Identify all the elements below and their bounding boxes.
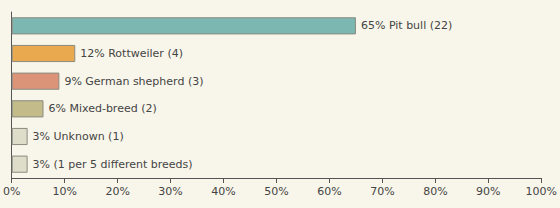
svg-text:60%: 60% (317, 185, 341, 198)
svg-text:90%: 90% (476, 185, 500, 198)
svg-text:30%: 30% (158, 185, 182, 198)
svg-text:10%: 10% (52, 185, 76, 198)
svg-text:50%: 50% (264, 185, 288, 198)
svg-text:80%: 80% (423, 185, 447, 198)
svg-text:12% Rottweiler (4): 12% Rottweiler (4) (80, 47, 183, 60)
svg-text:65% Pit bull (22): 65% Pit bull (22) (361, 19, 452, 32)
svg-text:3% Unknown (1): 3% Unknown (1) (33, 130, 124, 143)
svg-text:9% German shepherd (3): 9% German shepherd (3) (64, 75, 203, 88)
svg-text:6% Mixed-breed (2): 6% Mixed-breed (2) (48, 102, 156, 115)
svg-text:0%: 0% (3, 185, 20, 198)
svg-text:20%: 20% (105, 185, 129, 198)
svg-text:100%: 100% (526, 185, 557, 198)
svg-text:40%: 40% (211, 185, 235, 198)
svg-text:3% (1 per 5 different breeds): 3% (1 per 5 different breeds) (33, 158, 193, 171)
svg-text:70%: 70% (370, 185, 394, 198)
